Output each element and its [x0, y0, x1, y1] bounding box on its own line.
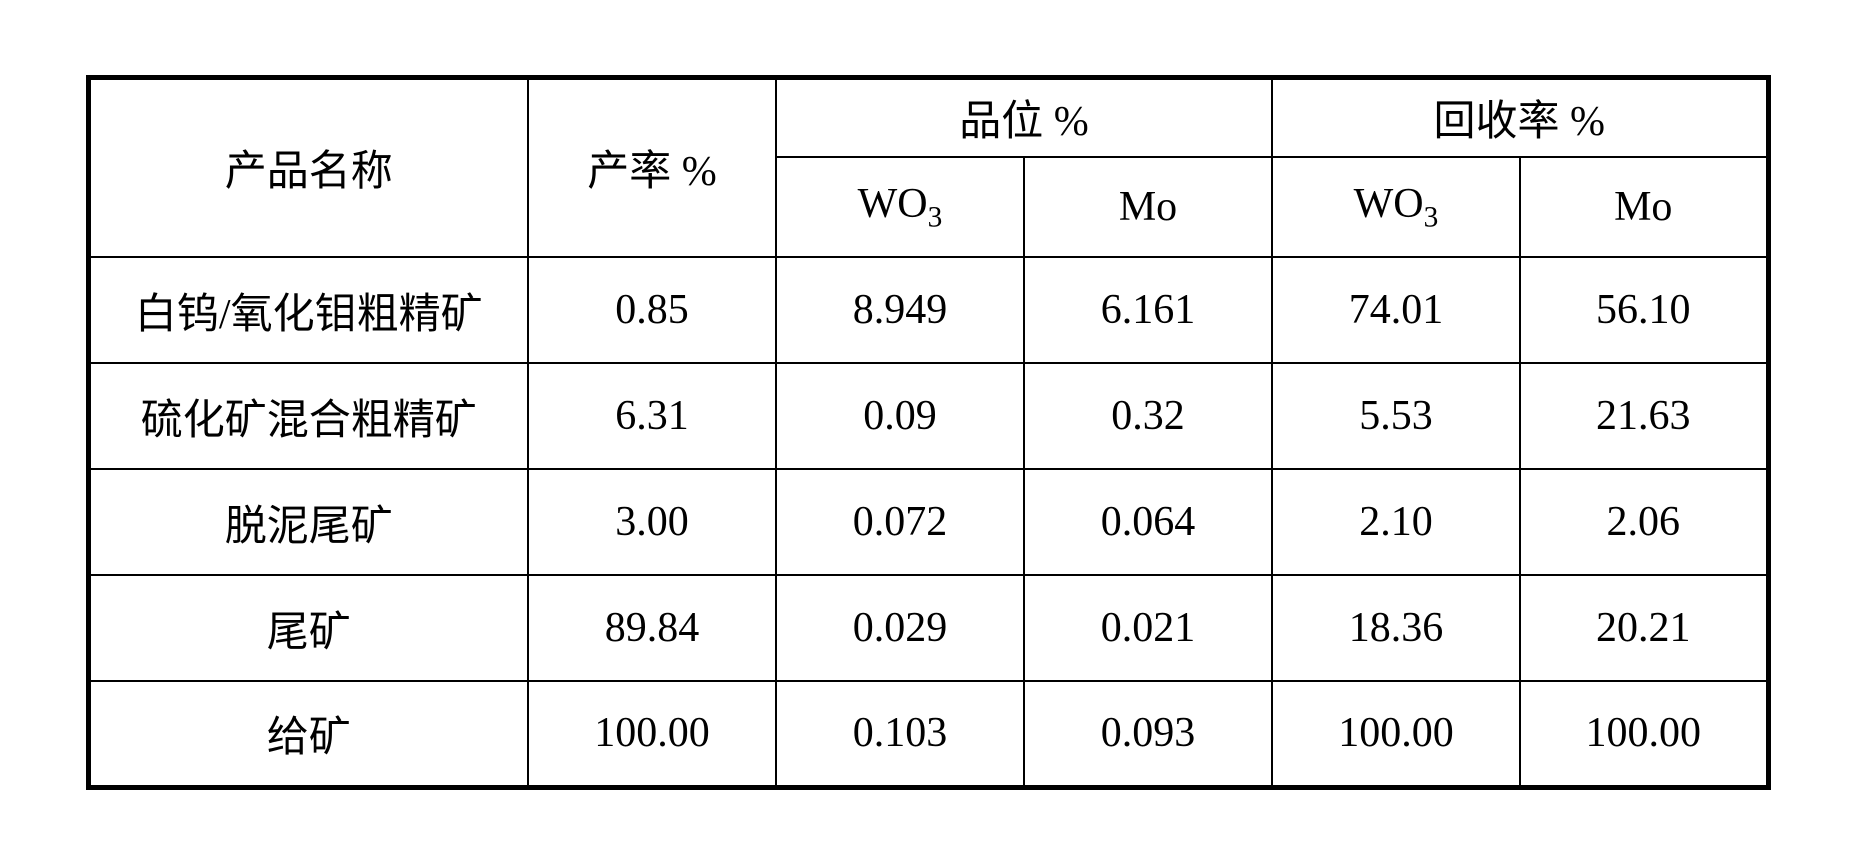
table-body: 白钨/氧化钼粗精矿 0.85 8.949 6.161 74.01 56.10 硫…	[88, 257, 1768, 787]
header-product-name: 产品名称	[88, 77, 528, 257]
cell-grade-wo3: 0.09	[776, 363, 1024, 469]
header-grade: 品位 %	[776, 77, 1272, 157]
header-recovery-wo3: WO3	[1272, 157, 1520, 257]
cell-recovery-wo3: 2.10	[1272, 469, 1520, 575]
cell-grade-mo: 0.093	[1024, 681, 1272, 787]
cell-recovery-wo3: 18.36	[1272, 575, 1520, 681]
header-grade-mo: Mo	[1024, 157, 1272, 257]
cell-name: 脱泥尾矿	[88, 469, 528, 575]
cell-recovery-mo: 21.63	[1520, 363, 1768, 469]
cell-yield: 3.00	[528, 469, 776, 575]
cell-grade-wo3: 0.072	[776, 469, 1024, 575]
cell-grade-mo: 0.32	[1024, 363, 1272, 469]
table-row: 白钨/氧化钼粗精矿 0.85 8.949 6.161 74.01 56.10	[88, 257, 1768, 363]
cell-recovery-wo3: 74.01	[1272, 257, 1520, 363]
table-container: 产品名称 产率 % 品位 % 回收率 % WO3 Mo WO3 Mo 白钨/氧化…	[66, 55, 1791, 810]
cell-recovery-mo: 100.00	[1520, 681, 1768, 787]
header-recovery: 回收率 %	[1272, 77, 1768, 157]
table-row: 给矿 100.00 0.103 0.093 100.00 100.00	[88, 681, 1768, 787]
cell-recovery-wo3: 5.53	[1272, 363, 1520, 469]
cell-grade-mo: 0.064	[1024, 469, 1272, 575]
cell-grade-wo3: 0.029	[776, 575, 1024, 681]
cell-grade-mo: 6.161	[1024, 257, 1272, 363]
cell-name: 硫化矿混合粗精矿	[88, 363, 528, 469]
cell-recovery-wo3: 100.00	[1272, 681, 1520, 787]
table-row: 脱泥尾矿 3.00 0.072 0.064 2.10 2.06	[88, 469, 1768, 575]
cell-grade-wo3: 8.949	[776, 257, 1024, 363]
header-grade-wo3: WO3	[776, 157, 1024, 257]
cell-recovery-mo: 2.06	[1520, 469, 1768, 575]
header-recovery-mo: Mo	[1520, 157, 1768, 257]
cell-recovery-mo: 20.21	[1520, 575, 1768, 681]
table-header: 产品名称 产率 % 品位 % 回收率 % WO3 Mo WO3 Mo	[88, 77, 1768, 257]
cell-grade-wo3: 0.103	[776, 681, 1024, 787]
table-row: 尾矿 89.84 0.029 0.021 18.36 20.21	[88, 575, 1768, 681]
cell-yield: 89.84	[528, 575, 776, 681]
header-yield: 产率 %	[528, 77, 776, 257]
cell-yield: 0.85	[528, 257, 776, 363]
header-row-1: 产品名称 产率 % 品位 % 回收率 %	[88, 77, 1768, 157]
table-row: 硫化矿混合粗精矿 6.31 0.09 0.32 5.53 21.63	[88, 363, 1768, 469]
cell-yield: 6.31	[528, 363, 776, 469]
data-table: 产品名称 产率 % 品位 % 回收率 % WO3 Mo WO3 Mo 白钨/氧化…	[86, 75, 1771, 790]
cell-name: 白钨/氧化钼粗精矿	[88, 257, 528, 363]
cell-name: 给矿	[88, 681, 528, 787]
cell-grade-mo: 0.021	[1024, 575, 1272, 681]
cell-yield: 100.00	[528, 681, 776, 787]
cell-name: 尾矿	[88, 575, 528, 681]
cell-recovery-mo: 56.10	[1520, 257, 1768, 363]
